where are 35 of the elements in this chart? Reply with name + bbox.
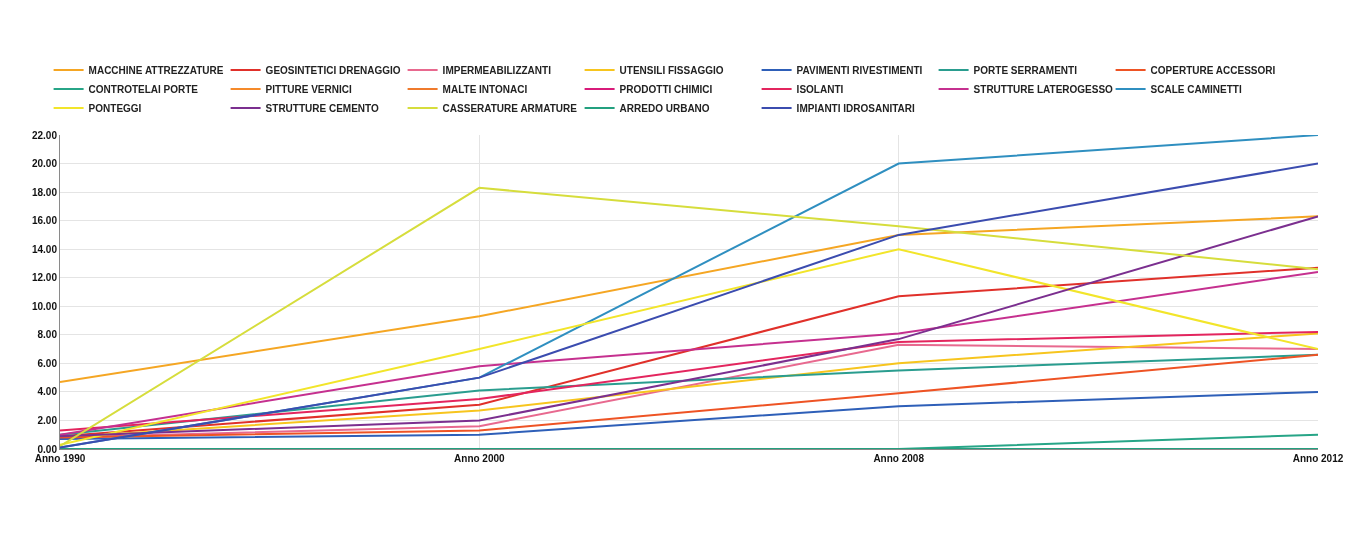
y-tick-label: 12.00 <box>31 272 58 284</box>
y-tick-label: 14.00 <box>31 243 58 255</box>
x-tick-label: Anno 2012 <box>1292 453 1344 464</box>
legend-label: STRUTTURE CEMENTO <box>265 102 379 114</box>
legend-label: CONTROTELAI PORTE <box>88 83 199 95</box>
legend-label: SCALE CAMINETTI <box>1150 83 1242 95</box>
legend-label: COPERTURE ACCESSORI <box>1150 64 1276 76</box>
legend-label: MALTE INTONACI <box>442 83 528 95</box>
legend-label: PORTE SERRAMENTI <box>973 64 1078 76</box>
legend-label: ISOLANTI <box>796 83 844 95</box>
legend-label: PAVIMENTI RIVESTIMENTI <box>796 64 923 76</box>
x-tick-label: Anno 2000 <box>454 453 506 464</box>
legend-label: UTENSILI FISSAGGIO <box>619 64 724 76</box>
y-tick-label: 8.00 <box>37 329 58 341</box>
y-tick-label: 22.00 <box>31 129 58 141</box>
legend-label: PITTURE VERNICI <box>265 83 352 95</box>
y-tick-label: 16.00 <box>31 215 58 227</box>
legend-label: IMPERMEABILIZZANTI <box>442 64 552 76</box>
legend-label: STRUTTURE LATEROGESSO <box>973 83 1114 95</box>
legend-label: PRODOTTI CHIMICI <box>619 83 713 95</box>
legend-label: IMPIANTI IDROSANITARI <box>796 102 915 114</box>
y-tick-label: 0.00 <box>37 443 58 455</box>
legend-label: PONTEGGI <box>88 102 142 114</box>
x-tick-label: Anno 1990 <box>34 453 86 464</box>
y-tick-label: 6.00 <box>37 357 58 369</box>
y-tick-label: 18.00 <box>31 186 58 198</box>
legend-label: GEOSINTETICI DRENAGGIO <box>265 64 401 76</box>
y-tick-label: 2.00 <box>37 414 58 426</box>
legend-label: ARREDO URBANO <box>619 102 710 114</box>
legend-label: CASSERATURE ARMATURE <box>442 102 578 114</box>
y-tick-label: 20.00 <box>31 158 58 170</box>
legend-label: MACCHINE ATTREZZATURE <box>88 64 224 76</box>
y-tick-label: 4.00 <box>37 386 58 398</box>
y-tick-label: 10.00 <box>31 300 58 312</box>
x-tick-label: Anno 2008 <box>873 453 925 464</box>
